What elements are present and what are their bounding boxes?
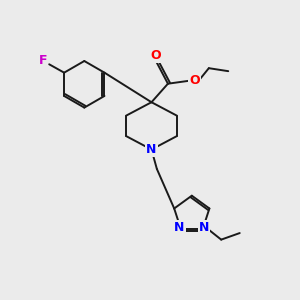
Text: N: N	[199, 221, 209, 234]
Text: O: O	[151, 49, 161, 62]
Text: O: O	[190, 74, 200, 87]
Text: F: F	[38, 54, 47, 67]
Text: N: N	[146, 143, 157, 156]
Text: N: N	[174, 221, 184, 234]
